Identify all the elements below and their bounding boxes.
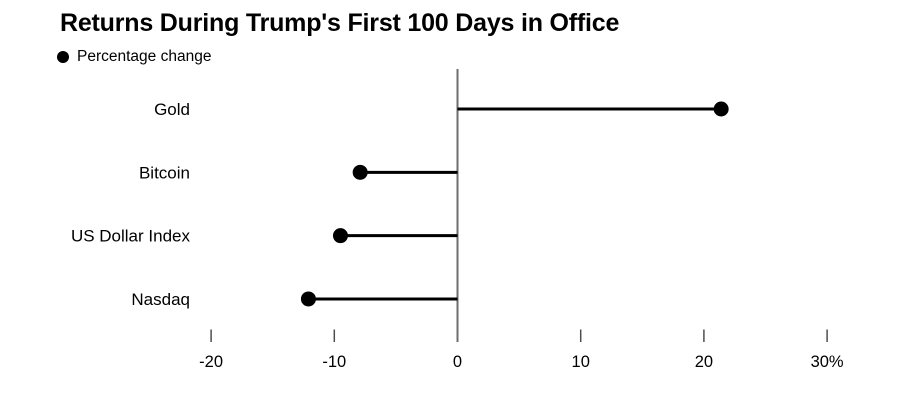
lollipop-dot xyxy=(713,101,729,117)
x-axis-tick-label: 0 xyxy=(453,353,462,371)
lollipop-dot xyxy=(300,291,316,307)
chart-title: Returns During Trump's First 100 Days in… xyxy=(60,9,620,37)
legend: Percentage change xyxy=(57,48,211,66)
category-label: US Dollar Index xyxy=(71,227,191,246)
lollipop-dot xyxy=(352,164,368,180)
x-axis-tick-label: 20 xyxy=(695,353,713,371)
x-axis-tick-label: -20 xyxy=(199,353,223,371)
category-label: Gold xyxy=(154,100,190,119)
x-axis-tick-label: -10 xyxy=(322,353,346,371)
category-label: Nasdaq xyxy=(131,290,190,309)
legend-marker-icon xyxy=(57,51,69,63)
legend-label: Percentage change xyxy=(77,48,212,65)
x-axis-tick-label: 10 xyxy=(572,353,590,371)
category-label: Bitcoin xyxy=(139,163,190,182)
x-axis-tick-label: 30% xyxy=(811,353,844,371)
lollipop-dot xyxy=(332,228,348,244)
